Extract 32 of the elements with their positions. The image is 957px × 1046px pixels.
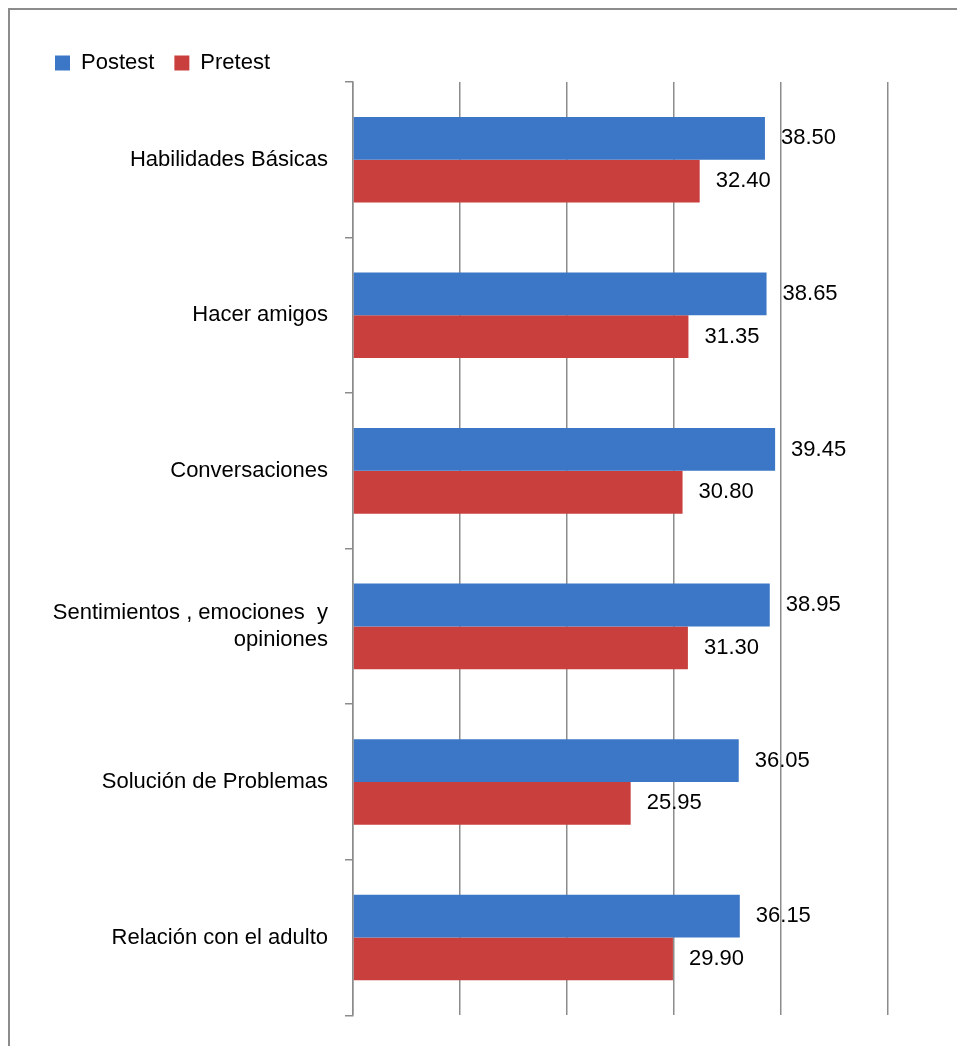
legend-label: Postest (81, 49, 155, 75)
bar (353, 937, 673, 981)
bar (353, 315, 689, 359)
data-label: 38.50 (780, 124, 837, 150)
y-tick-label: Sentimientos , emociones y opiniones (52, 598, 328, 652)
bar (353, 894, 740, 938)
data-label: 29.90 (688, 944, 744, 970)
y-tick-label: Conversaciones (170, 456, 328, 482)
bar (353, 781, 631, 825)
data-label: 32.40 (715, 167, 771, 193)
data-label: 31.30 (703, 633, 759, 659)
data-label: 31.35 (704, 322, 760, 348)
bar (353, 159, 700, 203)
bar (353, 626, 688, 670)
data-label: 36.05 (754, 746, 810, 772)
bar (353, 428, 776, 471)
data-label: 38.95 (785, 591, 841, 617)
legend-label: Pretest (200, 49, 271, 75)
data-label: 25.95 (646, 789, 702, 815)
y-tick-label: Hacer amigos (192, 301, 328, 327)
y-tick-label: Relación con el adulto (111, 923, 328, 949)
y-tick-label: Habilidades Básicas (129, 145, 328, 171)
bar (353, 117, 765, 160)
data-label: 39.45 (791, 435, 847, 461)
bar (353, 583, 770, 627)
bar (353, 739, 739, 782)
data-label: 36.15 (755, 902, 811, 928)
y-tick-label: Solución de Problemas (101, 768, 328, 793)
data-label: 30.80 (698, 478, 754, 504)
bar (353, 272, 767, 316)
data-label: 38.65 (782, 279, 838, 305)
bar (353, 470, 683, 514)
